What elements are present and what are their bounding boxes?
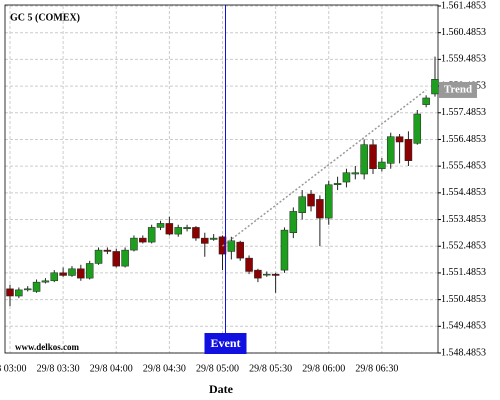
candle-body bbox=[395, 136, 404, 143]
candle-body bbox=[209, 237, 218, 240]
plot-border bbox=[4, 4, 439, 354]
candle-body bbox=[324, 184, 333, 219]
candle-body bbox=[121, 249, 129, 267]
candle-body bbox=[342, 172, 351, 183]
candle-body bbox=[130, 237, 138, 251]
y-tick-label: 1.561.4853 bbox=[441, 0, 486, 11]
candle-body bbox=[77, 268, 85, 279]
candle-body bbox=[263, 273, 271, 276]
candle-body bbox=[413, 113, 422, 144]
candle-body bbox=[422, 97, 430, 105]
candle-body bbox=[68, 268, 76, 276]
candle-body bbox=[59, 272, 67, 276]
event-tag bbox=[204, 333, 247, 354]
y-tick-label: 1.560.4853 bbox=[441, 27, 486, 38]
candle-body bbox=[298, 196, 306, 213]
candle-body bbox=[112, 251, 120, 267]
x-tick-label: 29/8 03:30 bbox=[37, 363, 80, 374]
candle-body bbox=[280, 229, 289, 271]
watermark: www.delkos.com bbox=[15, 342, 80, 352]
candle-body bbox=[227, 240, 236, 252]
candle-body bbox=[23, 288, 32, 291]
candle-body bbox=[378, 161, 386, 169]
y-tick-label: 1.554.4853 bbox=[441, 187, 486, 198]
trend-tag bbox=[439, 81, 477, 98]
candle-body bbox=[15, 289, 23, 297]
candle-body bbox=[369, 144, 377, 169]
candle-body bbox=[404, 139, 413, 161]
candle-body bbox=[139, 237, 147, 243]
candle-body bbox=[316, 199, 324, 219]
x-tick-label: 29/8 05:30 bbox=[249, 363, 292, 374]
x-tick-label: 29/8 06:30 bbox=[355, 363, 398, 374]
candle-body bbox=[6, 288, 14, 297]
candle-body bbox=[94, 249, 103, 264]
candle-body bbox=[147, 227, 156, 243]
trend-label: Trend bbox=[444, 83, 472, 95]
candle-body bbox=[103, 249, 112, 252]
candle-body bbox=[254, 269, 262, 279]
candle-body bbox=[50, 272, 59, 282]
candle-body bbox=[201, 237, 209, 244]
candle-body bbox=[156, 223, 165, 228]
chart-title: GC 5 (COMEX) bbox=[10, 12, 80, 23]
candle-body bbox=[245, 257, 253, 272]
candle-body bbox=[333, 183, 342, 185]
y-tick-label: 1.553.4853 bbox=[441, 214, 486, 225]
x-tick-label: 29/8 04:30 bbox=[143, 363, 186, 374]
candle-body bbox=[174, 227, 182, 235]
x-tick-label: 29/8 05:00 bbox=[196, 363, 239, 374]
event-label: Event bbox=[210, 336, 240, 350]
y-tick-label: 1.555.4853 bbox=[441, 160, 486, 171]
y-tick-label: 1.550.4853 bbox=[441, 294, 486, 305]
y-tick-label: 1.551.4853 bbox=[441, 267, 486, 278]
candle-body bbox=[360, 144, 368, 175]
y-tick-label: 1.556.4853 bbox=[441, 134, 486, 145]
candle-body bbox=[236, 241, 244, 259]
candle-body bbox=[192, 227, 200, 239]
candle-body bbox=[307, 193, 315, 207]
x-tick-label: 29/8 04:00 bbox=[90, 363, 133, 374]
y-tick-label: 1.559.4853 bbox=[441, 54, 486, 65]
y-tick-label: 1.552.4853 bbox=[441, 241, 486, 252]
candle-body bbox=[431, 79, 439, 95]
candle-body bbox=[183, 227, 191, 230]
candle-body bbox=[289, 211, 298, 234]
x-axis-label: Date bbox=[209, 382, 234, 396]
candle-body bbox=[32, 281, 41, 292]
y-tick-label: 1.549.4853 bbox=[441, 321, 486, 332]
candle-body bbox=[386, 136, 395, 164]
candle-body bbox=[271, 273, 280, 276]
y-tick-label: 1.557.4853 bbox=[441, 107, 486, 118]
candle-body bbox=[85, 263, 94, 279]
candle-body bbox=[351, 172, 360, 175]
trend-line bbox=[222, 89, 427, 247]
x-tick-label: 29/8 03:00 bbox=[0, 363, 27, 374]
x-tick-label: 29/8 06:00 bbox=[302, 363, 345, 374]
candle-body bbox=[41, 280, 50, 283]
candle-body bbox=[165, 223, 174, 235]
y-tick-label: 1.548.4853 bbox=[441, 347, 486, 358]
